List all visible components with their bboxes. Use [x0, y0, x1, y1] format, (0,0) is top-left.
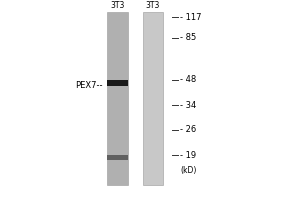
Text: - 19: - 19 — [180, 150, 196, 160]
Bar — [143, 12, 163, 185]
Text: - 26: - 26 — [180, 126, 196, 134]
Text: - 48: - 48 — [180, 75, 196, 84]
Text: PEX7--: PEX7-- — [76, 80, 103, 90]
Text: - 85: - 85 — [180, 33, 196, 43]
Text: - 34: - 34 — [180, 100, 196, 110]
Text: (kD): (kD) — [180, 166, 196, 174]
Text: 3T3: 3T3 — [146, 1, 160, 10]
Bar — [107, 12, 128, 185]
Bar — [107, 155, 128, 160]
Text: 3T3: 3T3 — [110, 1, 125, 10]
Text: - 117: - 117 — [180, 12, 202, 21]
Bar — [107, 80, 128, 86]
